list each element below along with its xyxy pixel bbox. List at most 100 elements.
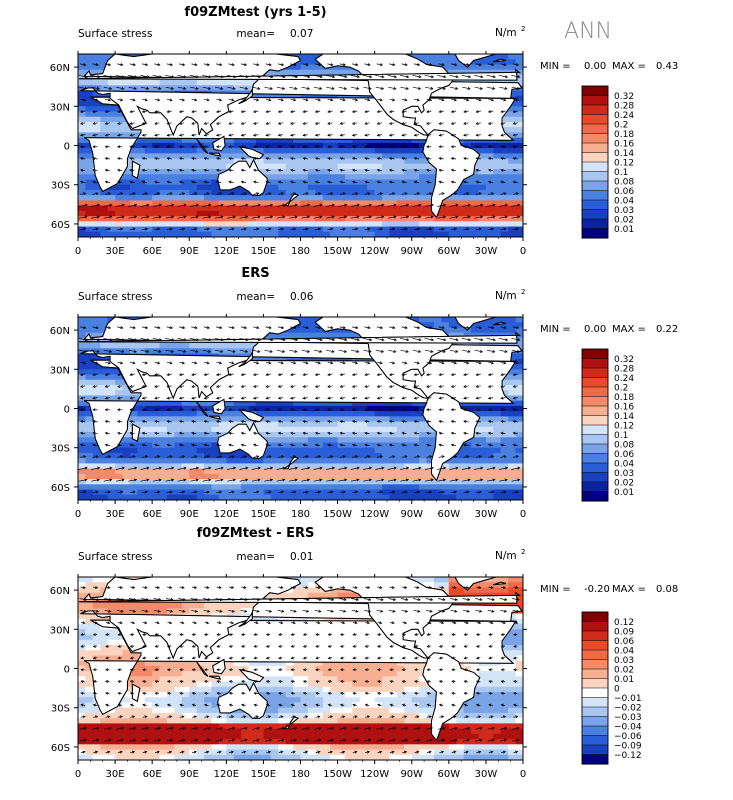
field-cell (382, 210, 390, 217)
field-cell (159, 458, 168, 464)
field-cell (352, 174, 361, 180)
field-cell (211, 195, 220, 201)
field-cell (211, 231, 220, 237)
field-cell (248, 216, 257, 222)
field-cell (144, 221, 153, 227)
field-cell (152, 174, 160, 180)
field-cell (374, 432, 383, 438)
wind-vector (377, 181, 382, 183)
wind-vector (414, 157, 419, 160)
field-cell (485, 189, 494, 196)
field-cell (115, 369, 123, 375)
wind-vector (438, 98, 444, 101)
field-cell (159, 216, 168, 222)
field-cell (152, 411, 160, 417)
wind-vector-head (228, 121, 232, 125)
field-cell (293, 153, 301, 159)
field-cell (92, 205, 101, 212)
field-cell (515, 358, 523, 365)
wind-vector (80, 157, 86, 160)
wind-vector (364, 192, 370, 195)
field-cell (478, 221, 487, 227)
field-cell (78, 447, 86, 454)
wind-vector (128, 74, 137, 78)
field-cell (115, 80, 123, 86)
field-cell (233, 142, 242, 149)
field-cell (270, 210, 279, 217)
wind-vector (215, 86, 223, 90)
wind-vector (177, 204, 187, 207)
field-cell (152, 158, 160, 165)
wind-vector (117, 110, 123, 113)
field-cell (196, 153, 205, 159)
field-cell (167, 195, 175, 201)
field-cell (389, 231, 398, 237)
field-cell (411, 411, 420, 417)
wind-vector (424, 74, 434, 78)
field-cell (107, 106, 116, 112)
wind-vector-head (306, 86, 311, 90)
wind-vector (80, 228, 86, 231)
field-cell (144, 416, 153, 422)
field-cell (515, 337, 523, 344)
field-cell (129, 142, 138, 149)
wind-vector (413, 63, 420, 66)
field-cell (300, 411, 309, 417)
field-cell (367, 400, 376, 407)
field-cell (196, 205, 205, 212)
field-cell (226, 426, 235, 433)
field-cell (471, 442, 479, 449)
field-cell (181, 221, 190, 227)
wind-vector (340, 157, 345, 160)
field-cell (137, 447, 146, 454)
wind-vector (177, 216, 186, 219)
field-cell (256, 142, 264, 149)
field-cell (85, 369, 94, 375)
field-cell (515, 179, 523, 186)
field-cell (137, 189, 146, 196)
field-cell (441, 54, 450, 60)
field-cell (322, 405, 331, 412)
field-cell (211, 174, 220, 180)
wind-vector (130, 134, 135, 136)
field-cell (515, 411, 523, 417)
field-cell (322, 231, 331, 237)
field-cell (174, 442, 183, 449)
field-cell (396, 179, 405, 186)
field-cell (211, 452, 220, 459)
field-cell (218, 195, 227, 201)
field-cell (293, 327, 301, 334)
field-cell (167, 405, 175, 412)
field-cell (293, 64, 301, 71)
wind-vector-head (282, 75, 286, 79)
field-cell (85, 374, 94, 381)
wind-vector (216, 98, 222, 101)
field-cell (144, 231, 153, 237)
field-cell (152, 221, 160, 227)
field-cell (278, 437, 287, 443)
field-cell (500, 384, 509, 391)
field-cell (107, 184, 116, 191)
field-cell (359, 158, 368, 165)
field-cell (256, 205, 264, 212)
field-cell (85, 442, 94, 449)
wind-vector (142, 98, 148, 101)
wind-vector (364, 157, 370, 160)
field-cell (85, 90, 94, 97)
wind-vector-head (339, 168, 343, 172)
field-cell (137, 200, 146, 207)
wind-vector (251, 204, 261, 207)
wind-vector-head (517, 215, 521, 219)
wind-vector (513, 134, 518, 136)
field-cell (181, 184, 190, 191)
field-cell (508, 369, 516, 375)
field-cell (78, 184, 86, 191)
wind-vector-head (195, 86, 199, 90)
field-cell (419, 216, 427, 222)
wind-vector-head (429, 192, 433, 196)
field-cell (508, 226, 516, 233)
field-cell (307, 442, 316, 449)
field-cell (256, 421, 264, 428)
wind-vector-head (512, 133, 516, 137)
wind-vector-head (120, 227, 124, 231)
